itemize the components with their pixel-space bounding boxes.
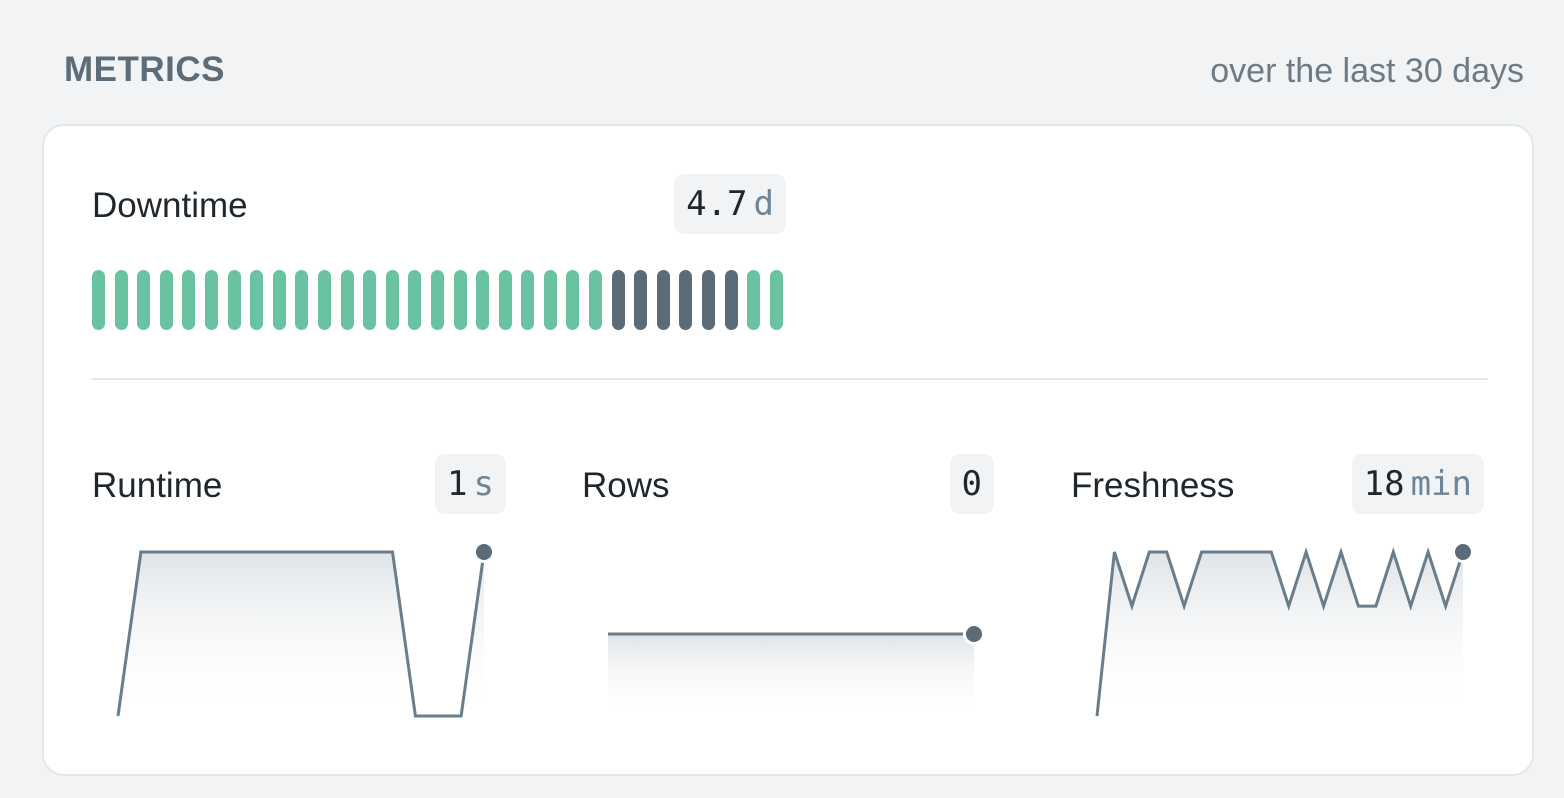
downtime-value-badge: 4.7 d bbox=[674, 174, 786, 234]
downtime-day-bar-up[interactable] bbox=[137, 270, 151, 330]
downtime-day-bar-up[interactable] bbox=[476, 270, 490, 330]
freshness-sparkline bbox=[1095, 541, 1474, 720]
runtime-unit: s bbox=[473, 464, 494, 504]
runtime-sparkline-line bbox=[116, 550, 486, 718]
freshness-label: Freshness bbox=[1071, 466, 1235, 505]
downtime-value: 4.7 bbox=[686, 184, 748, 224]
downtime-day-bar-up[interactable] bbox=[295, 270, 309, 330]
runtime-sparkline-area bbox=[118, 552, 484, 720]
downtime-day-bar-up[interactable] bbox=[92, 270, 105, 330]
rows-value-badge: 0 bbox=[949, 454, 994, 514]
downtime-day-bar-down[interactable] bbox=[724, 270, 738, 330]
downtime-day-bar-down[interactable] bbox=[679, 270, 693, 330]
downtime-label: Downtime bbox=[92, 186, 248, 225]
downtime-day-bar-up[interactable] bbox=[589, 270, 603, 330]
rows-label: Rows bbox=[582, 466, 670, 505]
freshness-value: 18 bbox=[1363, 464, 1405, 504]
downtime-day-bar-up[interactable] bbox=[498, 270, 512, 330]
downtime-day-bar-up[interactable] bbox=[363, 270, 377, 330]
downtime-day-bar-up[interactable] bbox=[250, 270, 264, 330]
rows-sparkline bbox=[608, 623, 985, 720]
rows-sparkline-area bbox=[608, 634, 974, 720]
runtime-sparkline-latest-point[interactable] bbox=[473, 541, 495, 563]
section-divider bbox=[92, 378, 1488, 380]
downtime-day-bar-up[interactable] bbox=[521, 270, 535, 330]
downtime-day-bar-up[interactable] bbox=[430, 270, 444, 330]
runtime-label: Runtime bbox=[92, 466, 223, 505]
freshness-sparkline-latest-point[interactable] bbox=[1452, 541, 1474, 563]
downtime-day-bar-up[interactable] bbox=[340, 270, 354, 330]
downtime-day-bar-up[interactable] bbox=[227, 270, 241, 330]
downtime-day-bar-down[interactable] bbox=[634, 270, 648, 330]
downtime-day-bar-up[interactable] bbox=[408, 270, 422, 330]
runtime-sparkline bbox=[116, 541, 495, 720]
downtime-day-bar-down[interactable] bbox=[656, 270, 670, 330]
freshness-value-badge: 18 min bbox=[1351, 454, 1484, 514]
downtime-day-bar-down[interactable] bbox=[611, 270, 625, 330]
downtime-day-bar-up[interactable] bbox=[114, 270, 128, 330]
rows-sparkline-latest-point[interactable] bbox=[963, 623, 985, 645]
downtime-day-bar-up[interactable] bbox=[453, 270, 467, 330]
downtime-day-bar-up[interactable] bbox=[159, 270, 173, 330]
metrics-header-title: METRICS bbox=[64, 50, 225, 89]
downtime-day-bar-down[interactable] bbox=[702, 270, 716, 330]
downtime-day-bar-up[interactable] bbox=[272, 270, 286, 330]
downtime-day-bar-up[interactable] bbox=[385, 270, 399, 330]
downtime-day-bar-up[interactable] bbox=[566, 270, 580, 330]
downtime-day-bar-up[interactable] bbox=[182, 270, 196, 330]
downtime-day-bar-up[interactable] bbox=[747, 270, 761, 330]
freshness-sparkline-line bbox=[1095, 547, 1465, 717]
downtime-day-bar-up[interactable] bbox=[543, 270, 557, 330]
rows-value: 0 bbox=[961, 464, 982, 504]
downtime-day-bar-up[interactable] bbox=[204, 270, 218, 330]
downtime-daily-bars bbox=[92, 270, 783, 330]
freshness-unit: min bbox=[1410, 464, 1472, 504]
metrics-period-label: over the last 30 days bbox=[1210, 52, 1524, 90]
downtime-unit: d bbox=[753, 184, 774, 224]
runtime-value: 1 bbox=[447, 464, 468, 504]
downtime-day-bar-up[interactable] bbox=[317, 270, 331, 330]
downtime-day-bar-up[interactable] bbox=[769, 270, 783, 330]
